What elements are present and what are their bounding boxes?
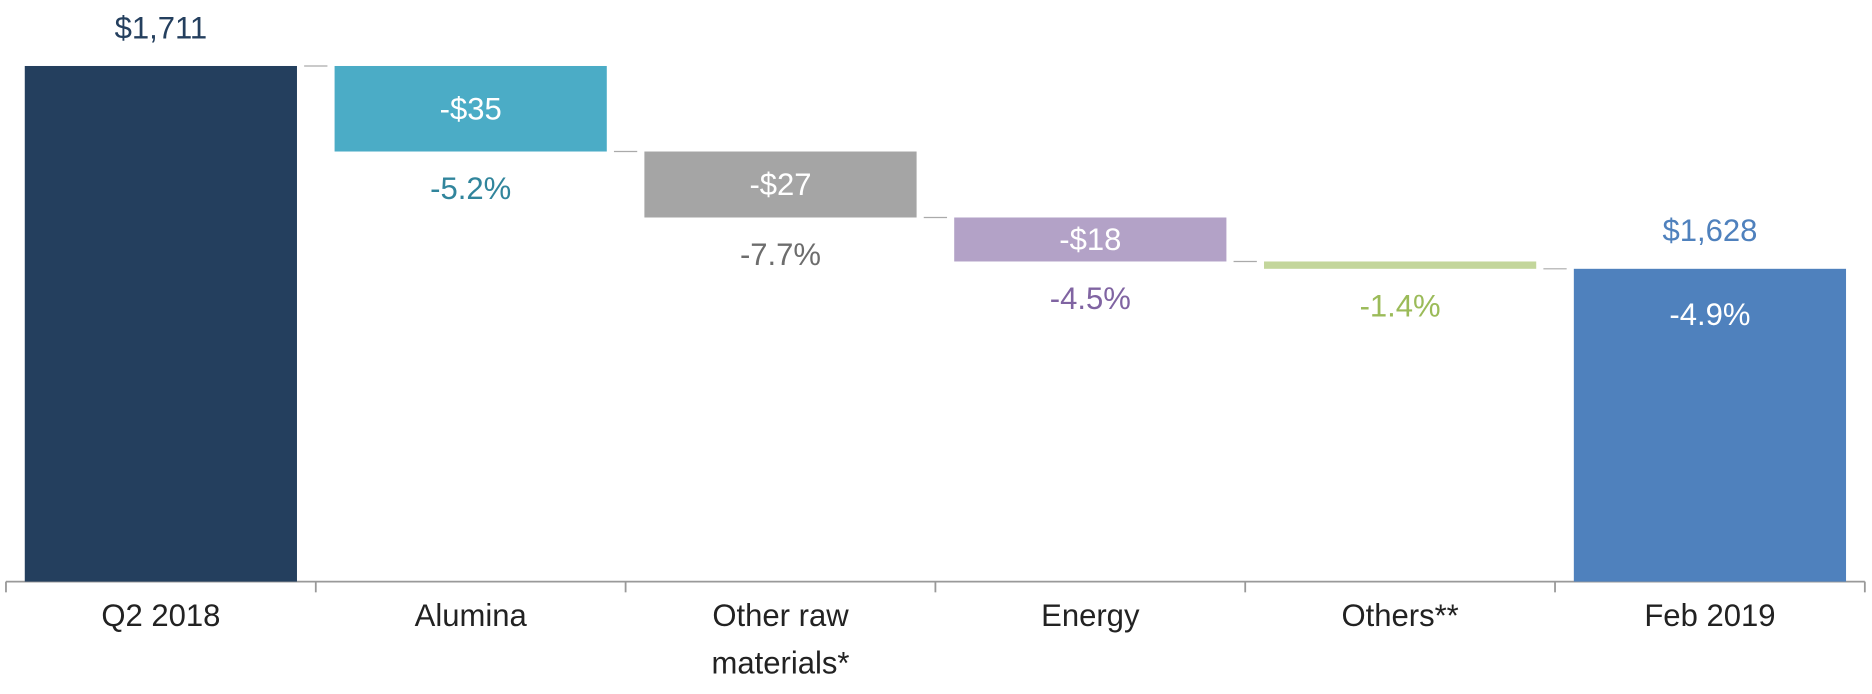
percent-label: -4.5% — [1050, 281, 1131, 316]
bar — [644, 151, 917, 218]
x-tick-label-box: Q2 2018 — [101, 597, 221, 633]
x-tick-label: Q2 2018 — [101, 597, 221, 633]
bar — [1573, 268, 1847, 582]
x-tick-label: Energy — [1041, 597, 1140, 633]
x-tick-label: Feb 2019 — [1644, 597, 1776, 633]
bar — [24, 65, 297, 582]
percent-label: -4.9% — [1669, 297, 1750, 332]
value-label: $1,711 — [115, 10, 208, 45]
x-tick-label: Alumina — [414, 597, 527, 633]
x-tick-label-box: Energy — [1041, 597, 1140, 633]
bar — [1264, 261, 1537, 269]
x-tick-label-box: Feb 2019 — [1644, 597, 1776, 633]
x-tick-label: Other raw materials* — [711, 597, 850, 681]
percent-label: -5.2% — [430, 171, 511, 206]
bar — [334, 65, 607, 152]
x-tick-label: Others** — [1341, 597, 1459, 633]
value-label: $1,628 — [1662, 213, 1757, 248]
x-tick-label-box: Other raw materials* — [711, 597, 850, 681]
x-tick-label-box: Others** — [1341, 597, 1459, 633]
x-tick-label-box: Alumina — [414, 597, 527, 633]
value-label: -$27 — [749, 167, 811, 202]
value-label: -$18 — [1059, 222, 1121, 257]
bar — [954, 217, 1227, 262]
value-label: -$35 — [440, 91, 502, 126]
percent-label: -1.4% — [1360, 288, 1441, 323]
percent-label: -7.7% — [740, 237, 821, 272]
